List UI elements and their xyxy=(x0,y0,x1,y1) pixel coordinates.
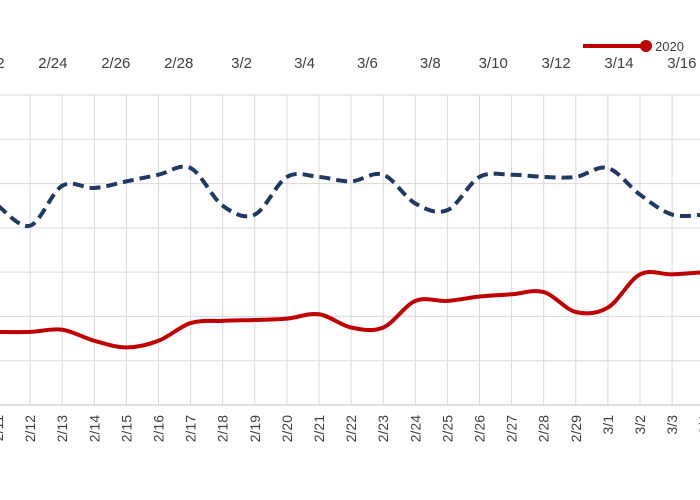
bottom-axis-tick-labels: 2/11 2/12 2/13 2/14 2/15 2/16 2/17 2/18 2/19 2/20… xyxy=(0,415,700,442)
bottom-tick-label: 2/12 xyxy=(22,415,38,442)
top-tick-label: 2/22 xyxy=(0,55,5,72)
bottom-tick-label: 2/24 xyxy=(407,415,423,442)
top-tick-label: 3/14 xyxy=(604,55,633,72)
bottom-tick-label: 3/4 xyxy=(696,415,700,435)
top-tick-label: 2/28 xyxy=(164,55,193,72)
top-tick-label: 3/6 xyxy=(357,55,378,72)
bottom-tick-label: 2/28 xyxy=(536,415,552,442)
bottom-tick-label: 3/2 xyxy=(632,415,648,435)
bottom-tick-label: 2/19 xyxy=(247,415,263,442)
top-tick-label: 3/8 xyxy=(420,55,441,72)
bottom-tick-label: 2/16 xyxy=(151,415,167,442)
bottom-tick-label: 2/27 xyxy=(504,415,520,442)
bottom-tick-label: 2/13 xyxy=(54,415,70,442)
grid xyxy=(0,94,700,406)
bottom-tick-label: 2/26 xyxy=(472,415,488,442)
top-tick-label: 3/10 xyxy=(479,55,508,72)
bottom-tick-label: 2/17 xyxy=(183,415,199,442)
bottom-tick-label: 2/20 xyxy=(279,415,295,442)
top-axis-tick-labels: 2/22 2/24 2/26 2/28 3/2 3/4 3/6 3/8 3/10 3/12 3/14… xyxy=(0,55,697,72)
top-tick-label: 2/26 xyxy=(101,55,130,72)
bottom-tick-label: 2/22 xyxy=(343,415,359,442)
bottom-tick-label: 2/18 xyxy=(215,415,231,442)
bottom-tick-label: 2/29 xyxy=(568,415,584,442)
legend-label: 2020 xyxy=(655,39,684,54)
top-tick-label: 3/16 xyxy=(667,55,696,72)
bottom-tick-label: 2/25 xyxy=(439,415,455,442)
bottom-tick-label: 3/3 xyxy=(664,415,680,435)
top-tick-label: 3/2 xyxy=(231,55,252,72)
bottom-tick-label: 2/23 xyxy=(375,415,391,442)
series-2020-line xyxy=(0,270,700,350)
bottom-tick-label: 2/15 xyxy=(118,415,134,442)
legend: 2020 xyxy=(583,39,684,54)
legend-swatch-marker xyxy=(640,40,652,52)
series-lines xyxy=(0,164,700,350)
top-tick-label: 2/24 xyxy=(38,55,67,72)
series-dashed-line xyxy=(0,164,700,228)
top-tick-label: 3/4 xyxy=(294,55,315,72)
bottom-tick-label: 2/14 xyxy=(86,415,102,442)
bottom-tick-label: 3/1 xyxy=(600,415,616,435)
bottom-tick-label: 2/11 xyxy=(0,415,6,441)
bottom-tick-label: 2/21 xyxy=(311,415,327,442)
top-tick-label: 3/12 xyxy=(541,55,570,72)
